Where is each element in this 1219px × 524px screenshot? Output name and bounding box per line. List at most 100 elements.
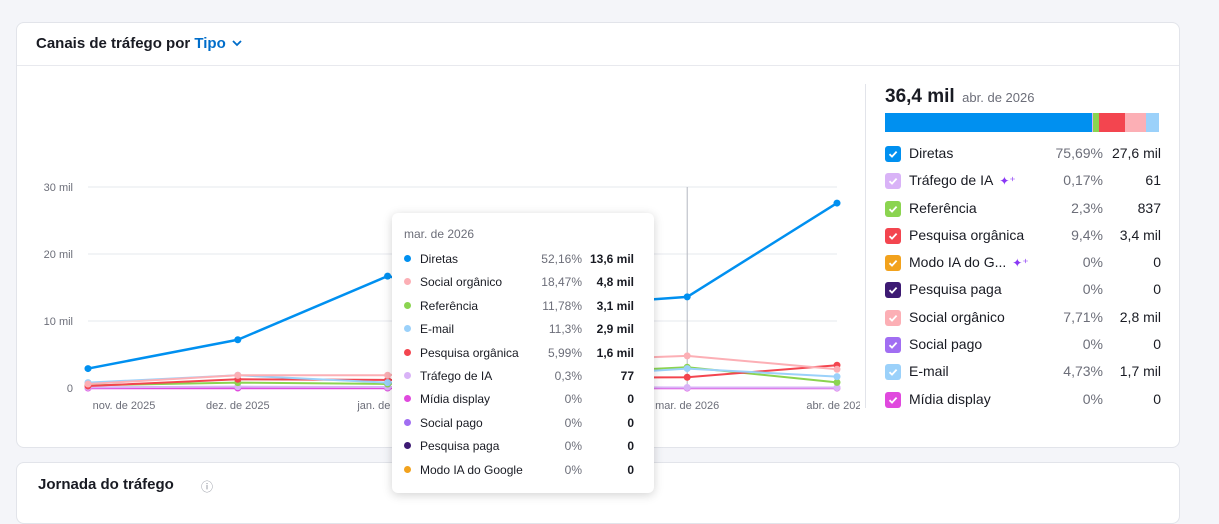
checkbox-checked-icon[interactable] — [885, 228, 901, 244]
legend-item[interactable]: Tráfego de IA✦⁺0,17%61 — [885, 167, 1161, 194]
checkbox-checked-icon[interactable] — [885, 392, 901, 408]
check-icon — [887, 366, 899, 378]
share-segment — [885, 113, 1092, 132]
series-dot-icon — [404, 278, 411, 285]
legend-name: Pesquisa paga — [909, 281, 1002, 297]
series-dot-icon — [404, 302, 411, 309]
tooltip-percent: 52,16% — [541, 252, 582, 266]
checkbox-checked-icon[interactable] — [885, 201, 901, 217]
series-dot-icon — [404, 419, 411, 426]
tooltip-value: 13,6 mil — [590, 252, 634, 266]
x-tick-label: nov. de 2025 — [93, 400, 156, 412]
legend-item[interactable]: Referência 2,3% 837 — [885, 195, 1161, 222]
share-stacked-bar — [885, 113, 1159, 132]
data-point — [684, 384, 691, 391]
check-icon — [887, 203, 899, 215]
data-point — [85, 380, 92, 387]
series-dot-icon — [404, 255, 411, 262]
legend-name: Social pago — [909, 336, 982, 352]
data-point — [234, 336, 241, 343]
tooltip-value: 0 — [627, 439, 634, 453]
checkbox-checked-icon[interactable] — [885, 282, 901, 298]
tooltip-percent: 18,47% — [541, 275, 582, 289]
share-segment — [1146, 113, 1159, 132]
legend-value: 837 — [1138, 200, 1161, 216]
legend-name: Referência — [909, 200, 977, 216]
series-dot-icon — [404, 395, 411, 402]
legend-value: 61 — [1145, 172, 1161, 188]
data-point — [85, 365, 92, 372]
legend-value: 0 — [1153, 281, 1161, 297]
legend-name: Modo IA do G...✦⁺ — [909, 254, 1029, 270]
check-icon — [887, 257, 899, 269]
legend-value: 0 — [1153, 254, 1161, 270]
legend-value: 27,6 mil — [1112, 145, 1161, 161]
tooltip-percent: 0% — [565, 416, 582, 430]
tooltip-value: 0 — [627, 463, 634, 477]
check-icon — [887, 175, 899, 187]
legend-item[interactable]: Modo IA do G...✦⁺ 0% 0 — [885, 249, 1161, 276]
tooltip-row: Diretas 52,16% 13,6 mil — [404, 250, 634, 270]
tooltip-series-name: E-mail — [420, 322, 454, 336]
series-dot-icon — [404, 325, 411, 332]
tooltip-series-name: Pesquisa orgânica — [420, 346, 519, 360]
sparkle-icon: ✦⁺ — [1012, 256, 1028, 270]
legend-name: Tráfego de IA✦⁺ — [909, 172, 1016, 188]
sparkle-icon: ✦⁺ — [999, 174, 1015, 188]
check-icon — [887, 339, 899, 351]
legend-name: Mídia display — [909, 391, 991, 407]
tooltip-percent: 11,78% — [542, 299, 582, 313]
checkbox-checked-icon[interactable] — [885, 337, 901, 353]
legend-value: 3,4 mil — [1120, 227, 1161, 243]
legend-percent: 75,69% — [1056, 145, 1103, 161]
legend-name: Pesquisa orgânica — [909, 227, 1024, 243]
tooltip-series-name: Pesquisa paga — [420, 439, 499, 453]
legend-percent: 9,4% — [1071, 227, 1103, 243]
legend-percent: 2,3% — [1071, 200, 1103, 216]
tooltip-series-name: Diretas — [420, 252, 458, 266]
data-point — [234, 372, 241, 379]
traffic-journey-title: Jornada do tráfego — [38, 476, 174, 493]
checkbox-checked-icon[interactable] — [885, 146, 901, 162]
tooltip-percent: 0% — [565, 392, 582, 406]
checkbox-checked-icon[interactable] — [885, 173, 901, 189]
checkbox-checked-icon[interactable] — [885, 364, 901, 380]
legend-value: 2,8 mil — [1120, 309, 1161, 325]
total-date: abr. de 2026 — [962, 90, 1034, 105]
checkbox-checked-icon[interactable] — [885, 255, 901, 271]
checkbox-checked-icon[interactable] — [885, 310, 901, 326]
legend-percent: 0% — [1083, 336, 1103, 352]
legend-item[interactable]: Social pago 0% 0 — [885, 331, 1161, 358]
check-icon — [887, 284, 899, 296]
tooltip-value: 3,1 mil — [597, 299, 634, 313]
tooltip-value: 77 — [621, 369, 634, 383]
x-tick-label: mar. de 2026 — [655, 400, 719, 412]
tooltip-value: 0 — [627, 392, 634, 406]
y-tick-label: 10 mil — [44, 316, 73, 328]
legend-percent: 0% — [1083, 254, 1103, 270]
panel-divider — [865, 84, 866, 408]
tooltip-percent: 5,99% — [548, 346, 582, 360]
legend-item[interactable]: Pesquisa orgânica 9,4% 3,4 mil — [885, 222, 1161, 249]
tooltip-percent: 0% — [565, 463, 582, 477]
series-dot-icon — [404, 442, 411, 449]
data-point — [384, 372, 391, 379]
check-icon — [887, 312, 899, 324]
data-point — [684, 293, 691, 300]
data-point — [834, 200, 841, 207]
info-icon[interactable]: ⓘ — [201, 478, 213, 495]
legend-value: 0 — [1153, 336, 1161, 352]
data-point — [384, 273, 391, 280]
